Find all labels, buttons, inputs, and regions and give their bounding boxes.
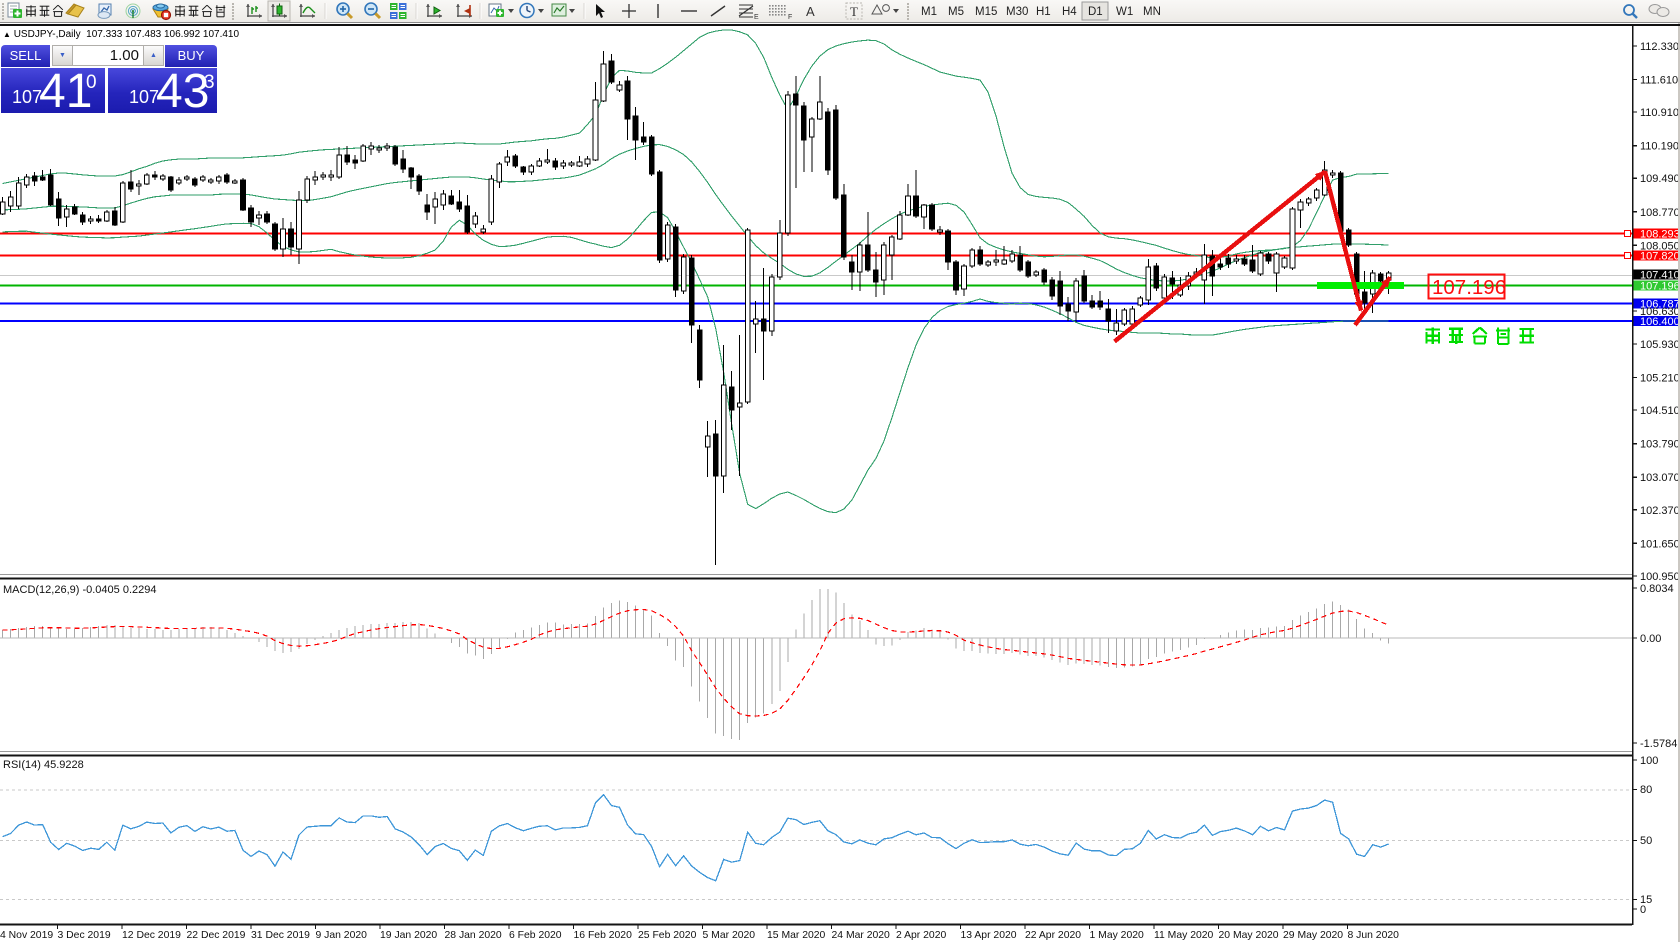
svg-text:D1: D1 [1088, 6, 1103, 18]
svg-text:103.070: 103.070 [1640, 472, 1680, 484]
svg-text:102.370: 102.370 [1640, 505, 1680, 517]
svg-text:M15: M15 [975, 6, 997, 18]
svg-text:19 Jan 2020: 19 Jan 2020 [380, 930, 437, 941]
svg-text:105.210: 105.210 [1640, 373, 1680, 385]
svg-text:T: T [850, 4, 858, 19]
svg-text:106.630: 106.630 [1640, 306, 1680, 318]
svg-text:2 Apr 2020: 2 Apr 2020 [896, 930, 946, 941]
svg-text:RSI(14) 45.9228: RSI(14) 45.9228 [3, 759, 84, 771]
svg-text:MN: MN [1143, 6, 1161, 18]
svg-text:108.770: 108.770 [1640, 207, 1680, 219]
svg-text:111.610: 111.610 [1640, 75, 1678, 87]
svg-text:9 Jan 2020: 9 Jan 2020 [316, 930, 368, 941]
svg-text:110.190: 110.190 [1640, 141, 1679, 153]
svg-text:109.490: 109.490 [1640, 173, 1680, 185]
svg-text:100.950: 100.950 [1640, 571, 1680, 583]
svg-text:-1.5784: -1.5784 [1640, 738, 1677, 750]
svg-text:E: E [754, 14, 759, 21]
svg-text:103.790: 103.790 [1640, 439, 1680, 451]
svg-text:101.650: 101.650 [1640, 538, 1680, 550]
svg-text:22 Dec 2019: 22 Dec 2019 [187, 930, 246, 941]
svg-text:A: A [806, 4, 815, 19]
svg-text:H4: H4 [1062, 6, 1077, 18]
svg-text:20 May 2020: 20 May 2020 [1219, 930, 1279, 941]
svg-text:108.050: 108.050 [1640, 240, 1680, 252]
svg-text:15 Mar 2020: 15 Mar 2020 [767, 930, 826, 941]
svg-text:M5: M5 [948, 6, 964, 18]
svg-text:112.330: 112.330 [1640, 41, 1679, 53]
svg-text:13 Apr 2020: 13 Apr 2020 [961, 930, 1017, 941]
svg-text:5 Mar 2020: 5 Mar 2020 [703, 930, 756, 941]
svg-text:H1: H1 [1036, 6, 1051, 18]
svg-text:107.820: 107.820 [1640, 251, 1680, 263]
svg-text:MACD(12,26,9) -0.0405 0.2294: MACD(12,26,9) -0.0405 0.2294 [3, 584, 156, 596]
svg-text:22 Apr 2020: 22 Apr 2020 [1025, 930, 1081, 941]
svg-text:F: F [788, 14, 792, 21]
svg-text:100: 100 [1640, 755, 1658, 767]
svg-text:29 May 2020: 29 May 2020 [1283, 930, 1343, 941]
svg-text:106.400: 106.400 [1640, 316, 1680, 328]
svg-text:15: 15 [1640, 894, 1652, 906]
svg-text:50: 50 [1640, 835, 1652, 847]
svg-text:0: 0 [1640, 904, 1646, 916]
svg-text:8 Jun 2020: 8 Jun 2020 [1348, 930, 1400, 941]
svg-text:25 Feb 2020: 25 Feb 2020 [638, 930, 697, 941]
svg-text:16 Feb 2020: 16 Feb 2020 [574, 930, 633, 941]
svg-text:0.00: 0.00 [1640, 633, 1661, 645]
svg-text:1 May 2020: 1 May 2020 [1090, 930, 1145, 941]
svg-text:80: 80 [1640, 784, 1652, 796]
svg-text:110.910: 110.910 [1640, 107, 1679, 119]
svg-text:M30: M30 [1006, 6, 1028, 18]
svg-text:107.410: 107.410 [1640, 270, 1680, 282]
svg-text:12 Dec 2019: 12 Dec 2019 [122, 930, 181, 941]
svg-text:3 Dec 2019: 3 Dec 2019 [58, 930, 111, 941]
svg-text:6 Feb 2020: 6 Feb 2020 [509, 930, 562, 941]
svg-text:0.8034: 0.8034 [1640, 583, 1674, 595]
svg-text:31 Dec 2019: 31 Dec 2019 [251, 930, 310, 941]
svg-text:28 Jan 2020: 28 Jan 2020 [445, 930, 502, 941]
svg-text:107.196: 107.196 [1432, 276, 1506, 299]
svg-text:104.510: 104.510 [1640, 405, 1680, 417]
svg-text:106.787: 106.787 [1640, 299, 1680, 311]
svg-text:11 May 2020: 11 May 2020 [1154, 930, 1214, 941]
svg-text:M1: M1 [921, 6, 937, 18]
svg-text:107.196: 107.196 [1640, 281, 1680, 293]
svg-text:4 Nov 2019: 4 Nov 2019 [0, 930, 53, 941]
svg-text:W1: W1 [1116, 6, 1133, 18]
svg-text:105.930: 105.930 [1640, 339, 1680, 351]
svg-text:24 Mar 2020: 24 Mar 2020 [832, 930, 891, 941]
svg-text:108.293: 108.293 [1640, 229, 1680, 241]
